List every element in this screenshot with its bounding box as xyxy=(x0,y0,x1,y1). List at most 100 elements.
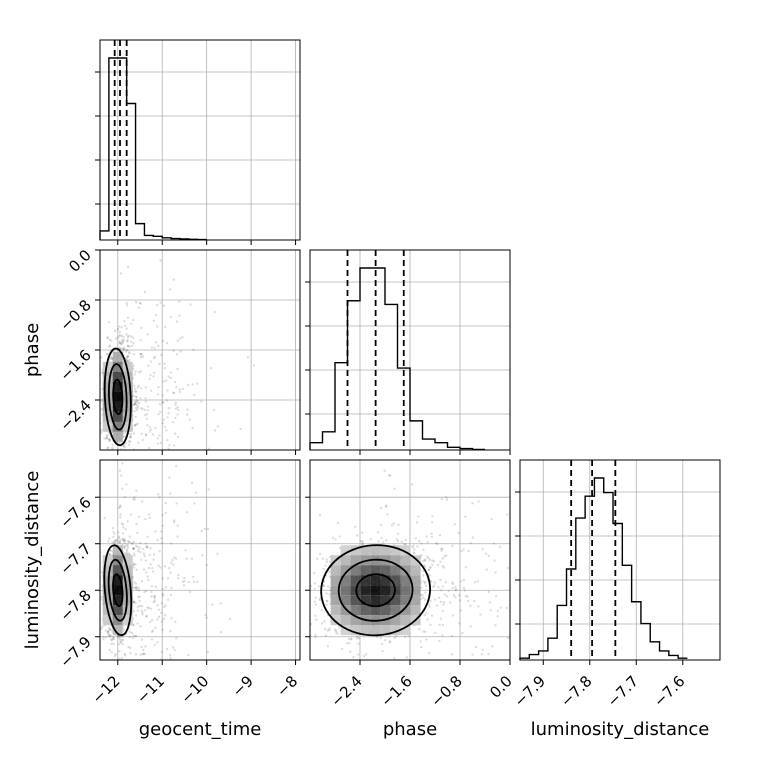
scatter-point xyxy=(134,634,138,638)
scatter-point xyxy=(119,442,122,445)
scatter-point xyxy=(129,651,132,655)
scatter-point xyxy=(173,556,176,559)
scatter-point xyxy=(526,558,528,560)
scatter-point xyxy=(427,603,431,607)
scatter-point xyxy=(157,385,160,389)
density-cell xyxy=(360,565,371,576)
scatter-point xyxy=(139,407,143,410)
scatter-point xyxy=(127,334,130,337)
scatter-point xyxy=(201,554,204,557)
scatter-point xyxy=(458,599,462,602)
scatter-point xyxy=(126,355,130,358)
scatter-point xyxy=(147,446,151,450)
scatter-point xyxy=(126,335,130,339)
scatter-point xyxy=(110,638,114,642)
scatter-point xyxy=(434,541,438,545)
scatter-point xyxy=(506,513,509,516)
scatter-point xyxy=(121,338,124,342)
scatter-point xyxy=(145,546,149,549)
scatter-point xyxy=(161,587,164,591)
scatter-point xyxy=(109,482,111,484)
scatter-point xyxy=(454,588,458,591)
scatter-point xyxy=(125,677,127,679)
scatter-point xyxy=(176,435,180,439)
scatter-point xyxy=(130,344,134,348)
density-cell xyxy=(400,565,411,576)
scatter-point xyxy=(578,574,580,576)
scatter-point xyxy=(127,443,131,446)
scatter-point xyxy=(149,373,152,377)
histogram-phase xyxy=(309,267,485,451)
density-cell xyxy=(390,595,401,606)
scatter-point xyxy=(489,609,492,612)
scatter-point xyxy=(122,339,125,342)
scatter-point xyxy=(135,423,138,426)
scatter-point xyxy=(160,602,164,605)
scatter-point xyxy=(424,630,427,634)
density-cell xyxy=(102,595,113,606)
y-tick-label-luminosity-distance-0: −7.9 xyxy=(56,633,94,671)
scatter-point xyxy=(481,547,484,551)
scatter-point xyxy=(145,615,148,618)
scatter-point xyxy=(137,548,140,551)
scatter-point xyxy=(126,339,129,343)
scatter-point xyxy=(360,540,363,543)
scatter-point xyxy=(494,623,497,627)
scatter-point xyxy=(178,300,181,303)
density-cell xyxy=(340,565,351,576)
scatter-point xyxy=(219,630,223,634)
scatter-point xyxy=(139,352,142,356)
scatter-point xyxy=(106,337,109,340)
scatter-point xyxy=(379,523,383,526)
scatter-point xyxy=(175,385,178,389)
contour-level-2 xyxy=(108,363,128,431)
scatter-point xyxy=(165,647,169,651)
scatter-point xyxy=(157,344,160,348)
scatter-point xyxy=(127,505,129,507)
density-cell xyxy=(400,545,411,556)
scatter-point xyxy=(205,563,208,567)
scatter-point xyxy=(119,272,123,275)
scatter-point xyxy=(154,530,157,533)
scatter-point xyxy=(139,604,142,608)
scatter-point xyxy=(431,563,434,567)
scatter-point xyxy=(148,425,152,429)
scatter-point xyxy=(170,687,172,689)
scatter-point xyxy=(454,585,457,589)
scatter-point xyxy=(441,634,444,637)
scatter-point xyxy=(147,364,150,367)
scatter-point xyxy=(119,504,122,507)
scatter-point xyxy=(419,677,421,679)
scatter-point xyxy=(627,605,629,607)
scatter-point xyxy=(113,464,115,466)
scatter-point xyxy=(145,413,149,416)
scatter-point xyxy=(113,539,117,542)
density-cell xyxy=(102,421,113,432)
scatter-point xyxy=(110,357,114,360)
scatter-point xyxy=(118,340,121,343)
density-cell xyxy=(390,615,401,626)
scatter-point xyxy=(154,313,158,317)
scatter-point xyxy=(200,400,203,403)
marginal-panel-luminosity-distance: −7.9 −7.8 −7.7 −7.6 xyxy=(511,459,721,711)
scatter-point xyxy=(108,338,112,342)
scatter-point xyxy=(144,542,148,545)
scatter-point xyxy=(135,568,138,571)
scatter-point xyxy=(458,622,461,625)
scatter-point xyxy=(147,435,149,437)
scatter-point xyxy=(148,516,152,520)
scatter-point xyxy=(94,441,96,443)
scatter-point xyxy=(150,595,153,598)
scatter-point xyxy=(485,568,488,571)
scatter-point xyxy=(122,537,126,541)
scatter-point xyxy=(132,318,135,322)
scatter-point xyxy=(487,554,490,558)
scatter-point xyxy=(487,590,490,594)
scatter-point xyxy=(457,594,461,597)
scatter-point xyxy=(120,342,123,345)
scatter-point xyxy=(386,513,389,516)
scatter-point xyxy=(168,461,170,463)
scatter-point xyxy=(121,341,125,344)
scatter-point xyxy=(212,408,216,412)
scatter-point xyxy=(430,532,433,536)
